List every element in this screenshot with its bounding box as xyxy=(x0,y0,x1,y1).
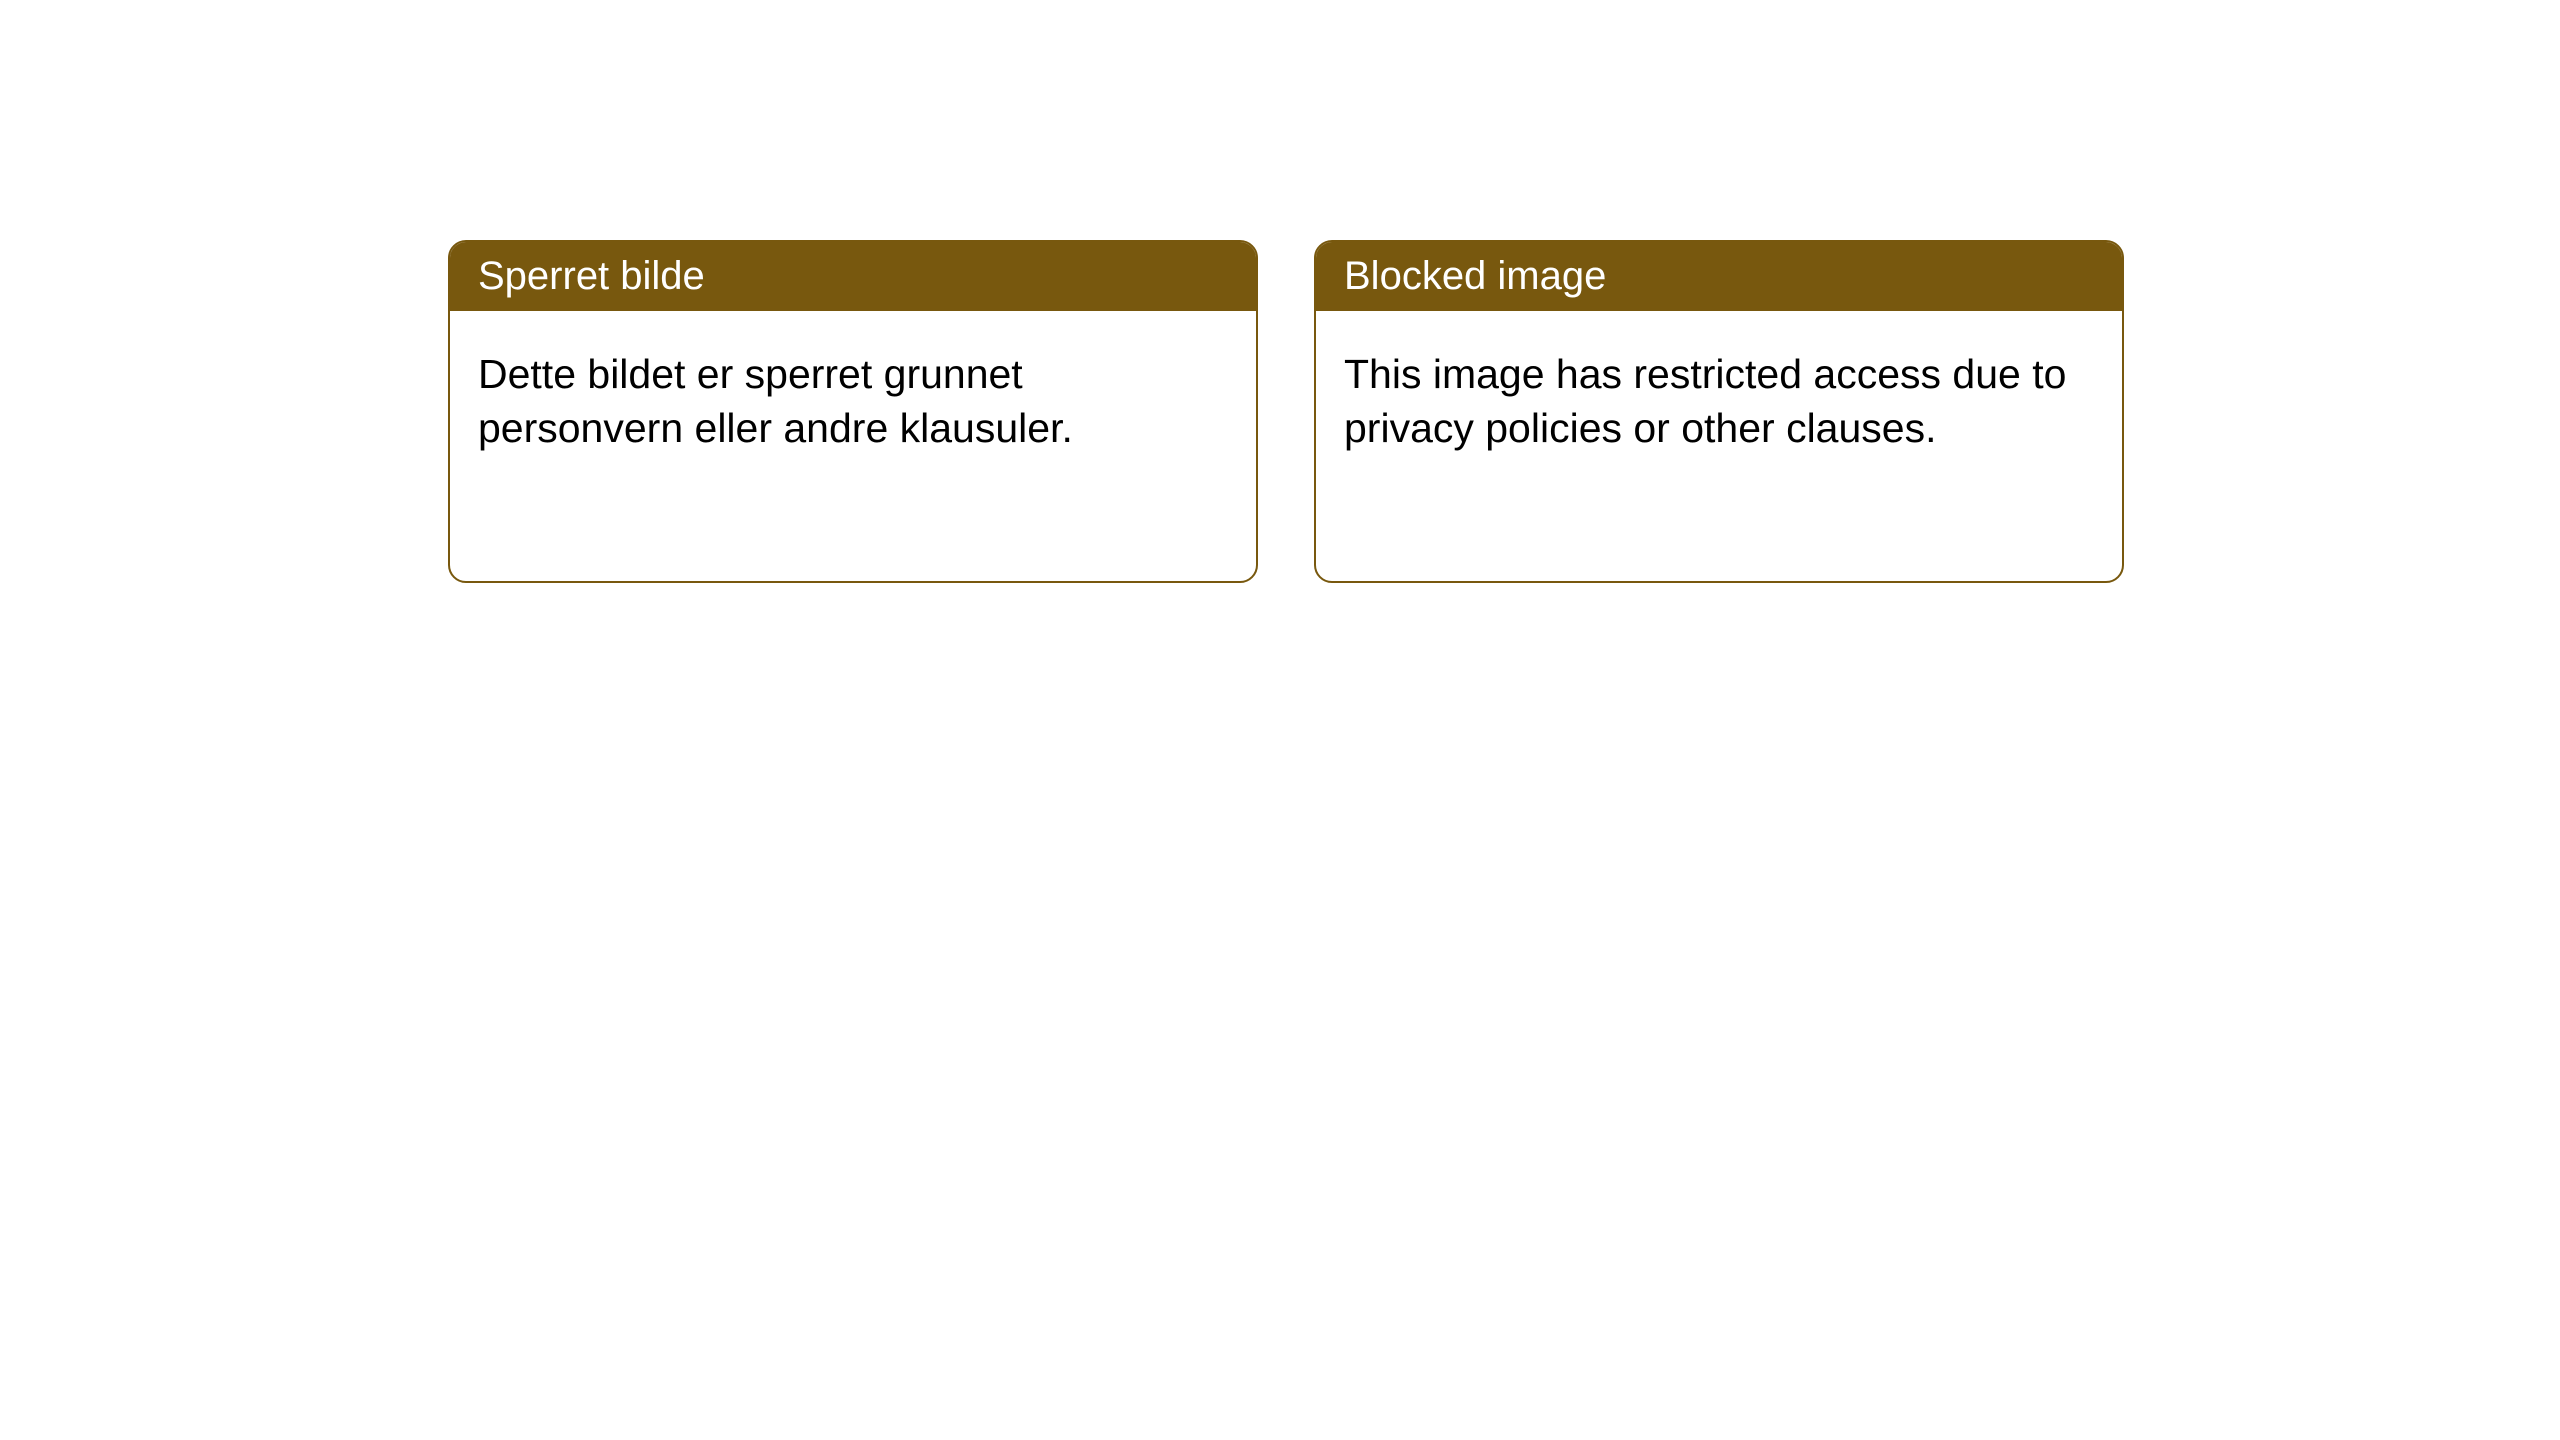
notice-title-en: Blocked image xyxy=(1344,254,1606,298)
notice-title-no: Sperret bilde xyxy=(478,254,705,298)
notice-card-header-no: Sperret bilde xyxy=(450,242,1256,311)
notice-card-en: Blocked image This image has restricted … xyxy=(1314,240,2124,583)
notice-card-body-no: Dette bildet er sperret grunnet personve… xyxy=(450,311,1256,581)
notice-body-text-en: This image has restricted access due to … xyxy=(1344,351,2066,451)
notice-card-header-en: Blocked image xyxy=(1316,242,2122,311)
notice-card-body-en: This image has restricted access due to … xyxy=(1316,311,2122,581)
notice-body-text-no: Dette bildet er sperret grunnet personve… xyxy=(478,351,1073,451)
notice-card-no: Sperret bilde Dette bildet er sperret gr… xyxy=(448,240,1258,583)
notice-cards-container: Sperret bilde Dette bildet er sperret gr… xyxy=(448,240,2124,583)
